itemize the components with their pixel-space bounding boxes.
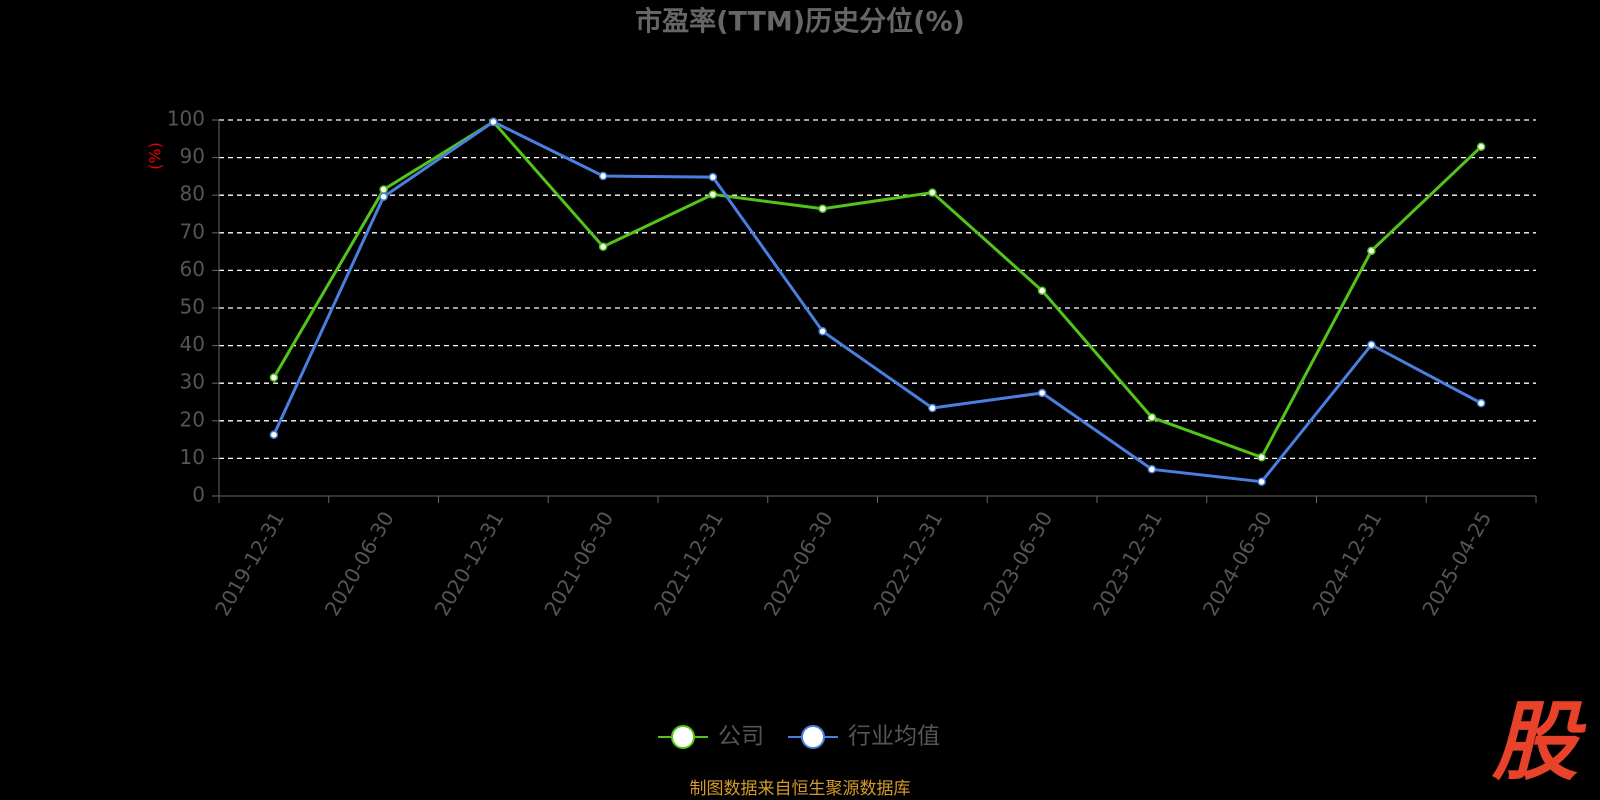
point: [379, 192, 388, 201]
point: [1037, 286, 1047, 295]
point: [598, 242, 608, 251]
y-axis-label: (%): [146, 142, 165, 170]
point: [1367, 246, 1376, 256]
y-tick-label: 20: [180, 407, 205, 431]
point: [489, 117, 498, 127]
legend-marker: [671, 725, 695, 749]
series-line: [272, 120, 1482, 484]
point: [269, 430, 279, 439]
point: [818, 204, 827, 213]
legend-marker: [801, 725, 825, 749]
point: [1367, 340, 1376, 350]
point: [928, 188, 937, 197]
y-tick-label: 40: [180, 332, 205, 356]
y-tick-label: 30: [180, 370, 205, 394]
point: [269, 373, 279, 382]
y-tick-label: 10: [180, 445, 205, 469]
point: [818, 327, 827, 336]
point: [598, 171, 608, 181]
point: [1037, 388, 1047, 398]
y-tick-label: 50: [180, 295, 205, 319]
legend-label: 行业均值: [848, 724, 940, 750]
chart-title: 市盈率(TTM)历史分位(%): [635, 6, 965, 38]
y-tick-label: 0: [192, 483, 205, 507]
point: [1476, 398, 1486, 408]
point: [1147, 413, 1157, 422]
watermark: 股: [1491, 692, 1587, 792]
point: [1147, 465, 1157, 474]
point: [379, 185, 388, 194]
y-tick-label: 90: [180, 144, 205, 168]
source: 制图数据来自恒生聚源数据库: [690, 779, 911, 799]
legend-label: 公司: [718, 724, 764, 750]
point: [1257, 477, 1266, 486]
y-tick-label: 60: [180, 257, 205, 281]
point: [708, 190, 718, 199]
y-tick-label: 70: [180, 219, 205, 243]
y-tick-label: 100: [167, 107, 205, 131]
y-tick-label: 80: [180, 182, 205, 206]
point: [708, 172, 718, 182]
point: [1257, 453, 1266, 462]
point: [1476, 142, 1486, 151]
point: [928, 403, 937, 413]
